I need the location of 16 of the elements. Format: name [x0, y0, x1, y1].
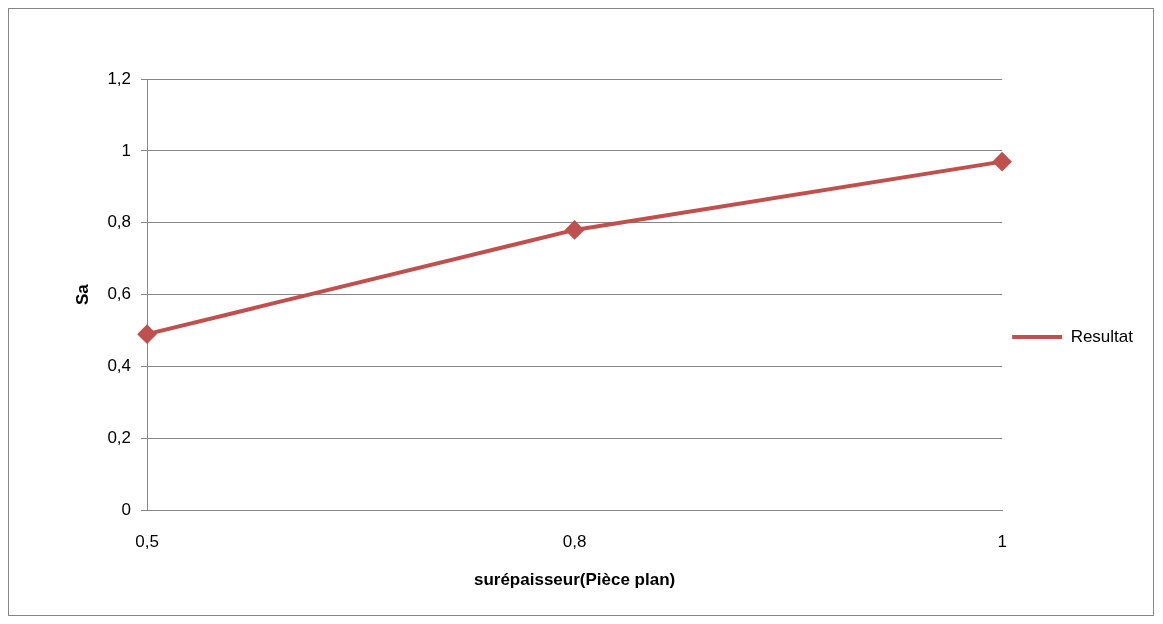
x-tick-label: 0,5	[135, 532, 159, 552]
y-tick-label: 0,6	[107, 284, 132, 304]
x-tick-label: 0,8	[562, 532, 587, 552]
y-axis-title: Sa	[72, 283, 92, 305]
y-tick-label: 1	[121, 140, 132, 160]
point	[138, 325, 157, 344]
y-tick-label: 0	[121, 499, 132, 519]
legend-label: Resultat	[1070, 326, 1134, 346]
y-tick-label: 0,4	[107, 356, 132, 376]
y-tick-label: 0,8	[107, 212, 132, 232]
point	[993, 152, 1012, 171]
y-tick-label: 0,2	[107, 428, 132, 448]
x-tick-label: 1	[997, 532, 1007, 552]
y-tick-label: 1,2	[107, 68, 132, 88]
point	[565, 220, 584, 239]
x-axis-title: surépaisseur(Pièce plan)	[473, 570, 676, 590]
